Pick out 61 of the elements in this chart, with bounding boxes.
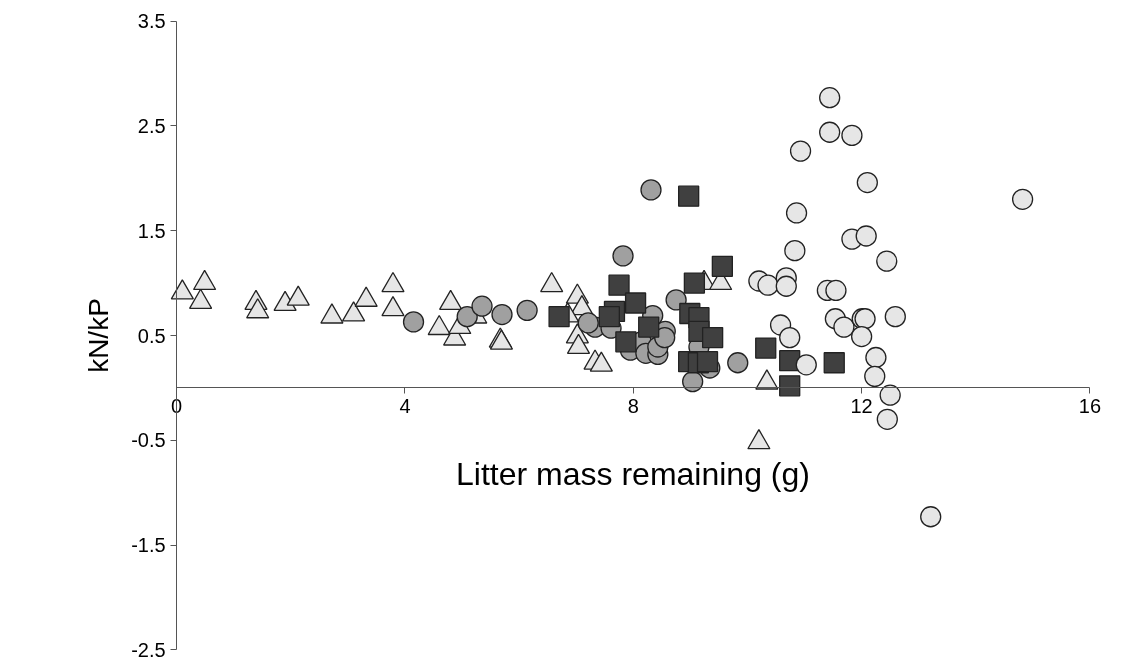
point xyxy=(823,352,845,374)
point xyxy=(833,316,855,338)
y-tick-label: 2.5 xyxy=(137,114,166,137)
y-tick-label: -2.5 xyxy=(131,638,166,661)
point xyxy=(884,306,906,328)
point xyxy=(577,312,599,334)
point xyxy=(920,506,942,528)
point xyxy=(491,303,513,326)
y-axis-title: kN/kP xyxy=(83,298,115,373)
point xyxy=(879,384,901,406)
point xyxy=(819,87,841,109)
y-tick-label: 0.5 xyxy=(137,324,166,347)
y-tick-label: 3.5 xyxy=(137,10,166,33)
point xyxy=(755,337,777,359)
point xyxy=(850,325,873,348)
point xyxy=(876,250,898,272)
point xyxy=(757,274,779,296)
y-tick-label: -0.5 xyxy=(131,429,166,452)
point xyxy=(696,351,719,373)
point xyxy=(612,245,634,267)
x-axis-title: Litter mass remaining (g) xyxy=(456,455,810,492)
point xyxy=(784,240,806,262)
point xyxy=(598,305,620,328)
point xyxy=(779,326,801,349)
point xyxy=(711,255,733,278)
point xyxy=(682,370,704,393)
point xyxy=(548,305,570,328)
point xyxy=(654,326,676,349)
point xyxy=(775,275,797,297)
point xyxy=(876,408,898,430)
y-tick-label: -1.5 xyxy=(131,534,166,557)
point xyxy=(702,326,724,349)
x-tick-label: 16 xyxy=(1078,394,1102,417)
point xyxy=(785,202,808,224)
point xyxy=(795,354,817,376)
x-tick-label: 4 xyxy=(399,394,411,417)
point xyxy=(624,292,647,314)
point xyxy=(727,352,749,374)
point xyxy=(779,375,801,397)
point xyxy=(683,272,706,294)
point xyxy=(864,365,886,387)
point xyxy=(678,185,700,207)
point xyxy=(615,331,637,353)
point xyxy=(865,346,887,369)
point xyxy=(825,279,847,302)
point xyxy=(471,295,493,317)
x-tick-label: 12 xyxy=(850,394,873,417)
point xyxy=(638,316,660,338)
point xyxy=(1011,188,1034,210)
point xyxy=(855,225,877,247)
point xyxy=(856,171,878,194)
point xyxy=(789,140,812,162)
point xyxy=(608,274,630,296)
point xyxy=(819,121,841,143)
y-tick-label: 1.5 xyxy=(137,219,166,242)
point xyxy=(456,306,478,328)
x-tick-label: 8 xyxy=(627,394,639,417)
point xyxy=(841,124,863,147)
point xyxy=(402,311,425,333)
point xyxy=(640,179,662,201)
point xyxy=(516,299,538,321)
